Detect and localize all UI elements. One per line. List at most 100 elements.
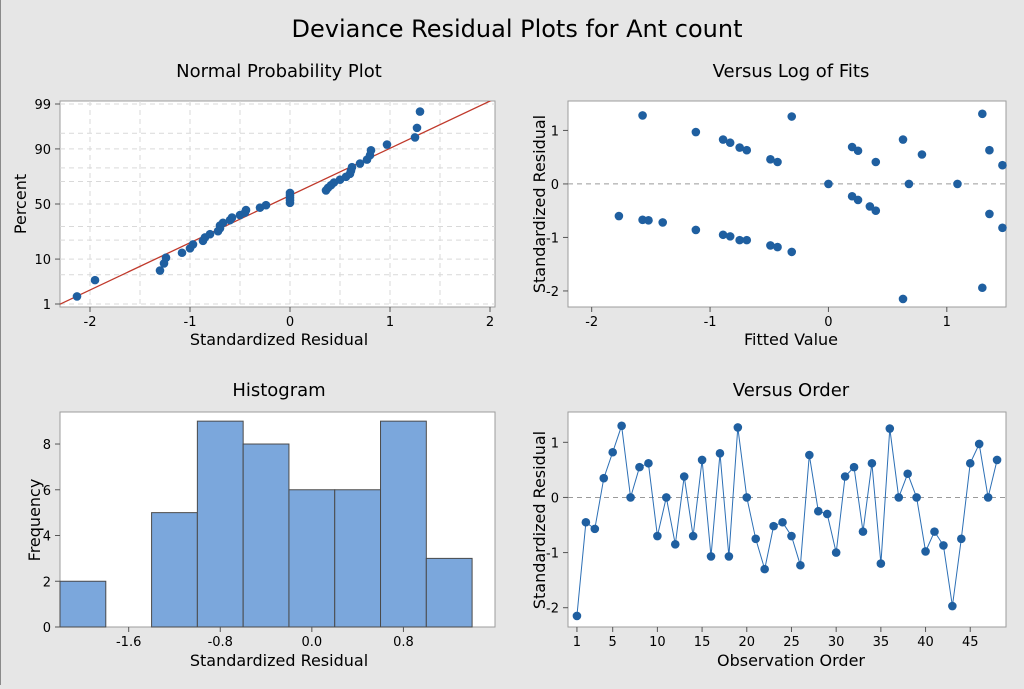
- fits-point: [644, 216, 653, 225]
- fits-point: [787, 112, 797, 121]
- order-point: [635, 462, 644, 472]
- normal-point: [347, 162, 357, 172]
- order-point: [626, 493, 635, 502]
- hist-xtick-label: 0.0: [301, 635, 322, 650]
- fits-xtick-label: -1: [704, 315, 717, 330]
- normal-point: [161, 253, 171, 262]
- order-point: [805, 450, 814, 460]
- hist-bar: [242, 443, 290, 628]
- fits-point: [824, 179, 833, 189]
- normal-point: [382, 140, 392, 149]
- order-ytick-label: -1: [546, 547, 559, 562]
- order-xtick-label: 25: [783, 635, 800, 650]
- order-point: [796, 560, 805, 570]
- fits-point: [638, 111, 647, 120]
- normal-xtick-label: 2: [486, 315, 494, 330]
- fits-point: [787, 247, 797, 257]
- fits-ytick-label: 0: [551, 178, 559, 193]
- order-point: [974, 439, 984, 449]
- order-xlabel: Observation Order: [717, 651, 865, 670]
- normal-ytick-label: 90: [34, 143, 51, 158]
- order-point: [670, 540, 680, 549]
- fits-point: [614, 211, 624, 221]
- order-point: [930, 527, 939, 536]
- order-point: [983, 493, 993, 502]
- normal-point: [355, 159, 365, 168]
- normal-point: [155, 266, 165, 275]
- order-xtick-label: 40: [917, 635, 934, 650]
- normal-point: [261, 200, 271, 210]
- fits-point: [725, 232, 735, 241]
- normal-ytick-label: 10: [34, 253, 51, 268]
- order-point: [581, 517, 591, 527]
- fits-point: [691, 127, 701, 137]
- normal-ytick-label: 99: [34, 98, 51, 113]
- fits-xtick-label: -2: [585, 315, 598, 330]
- fits-point: [978, 109, 987, 119]
- fits-point: [735, 143, 744, 152]
- fits-point: [978, 283, 987, 293]
- normal-point: [177, 248, 187, 258]
- fits-ytick-label: -1: [546, 231, 559, 246]
- order-ytick-label: 1: [551, 436, 559, 451]
- normal-point: [90, 275, 100, 285]
- fits-point: [718, 135, 728, 144]
- order-point: [688, 531, 698, 541]
- order-point: [831, 548, 841, 557]
- normal-point: [218, 218, 228, 228]
- order-xtick-label: 20: [739, 635, 756, 650]
- normal-ytick-label: 50: [34, 198, 51, 213]
- order-point: [724, 552, 734, 561]
- order-ylabel: Standardized Residual: [530, 431, 549, 609]
- figure-title: Deviance Residual Plots for Ant count: [292, 15, 743, 43]
- normal-point: [205, 229, 215, 239]
- normal-point: [412, 123, 422, 133]
- order-point: [885, 424, 895, 433]
- fits-ytick-label: -2: [546, 285, 559, 300]
- order-point: [715, 449, 725, 458]
- order-point: [992, 455, 1002, 465]
- hist-xtick-label: 0.8: [393, 635, 414, 650]
- normal-xtick-label: -1: [184, 315, 197, 330]
- hist-bar: [59, 580, 107, 628]
- fits-point: [691, 225, 701, 235]
- order-point: [867, 458, 877, 468]
- hist-bar: [288, 489, 336, 628]
- normal-point: [72, 292, 82, 301]
- order-point: [787, 531, 796, 541]
- hist-ytick-label: 6: [43, 484, 51, 499]
- normal-point: [227, 213, 237, 222]
- order-point: [599, 473, 609, 483]
- order-point: [679, 472, 689, 481]
- order-point: [760, 564, 769, 574]
- fits-point: [953, 179, 962, 189]
- fits-point: [853, 195, 863, 205]
- fits-point: [742, 145, 752, 155]
- order-point: [653, 531, 662, 541]
- fits-point: [898, 135, 908, 144]
- order-point: [939, 541, 948, 550]
- order-point: [822, 509, 832, 519]
- order-title: Versus Order: [733, 380, 850, 401]
- fits-point: [742, 235, 752, 245]
- order-point: [903, 469, 912, 479]
- normal-xtick-label: -2: [84, 315, 97, 330]
- order-point: [840, 472, 850, 481]
- order-point: [733, 423, 743, 432]
- fits-title: Versus Log of Fits: [713, 61, 870, 82]
- fits-point: [735, 235, 744, 245]
- fits-xtick-label: 0: [824, 315, 832, 330]
- fits-point: [766, 241, 775, 250]
- fits-point: [865, 202, 875, 211]
- order-point: [965, 458, 975, 468]
- order-xtick-label: 30: [828, 635, 845, 650]
- hist-ylabel: Frequency: [25, 479, 44, 562]
- hist-bar: [380, 420, 427, 628]
- normal-point: [415, 107, 425, 116]
- fits-xtick-label: 1: [943, 315, 951, 330]
- fits-point: [871, 157, 881, 167]
- normal-point: [188, 240, 198, 249]
- normal-ytick-label: 1: [43, 298, 51, 313]
- fits-point: [773, 157, 782, 167]
